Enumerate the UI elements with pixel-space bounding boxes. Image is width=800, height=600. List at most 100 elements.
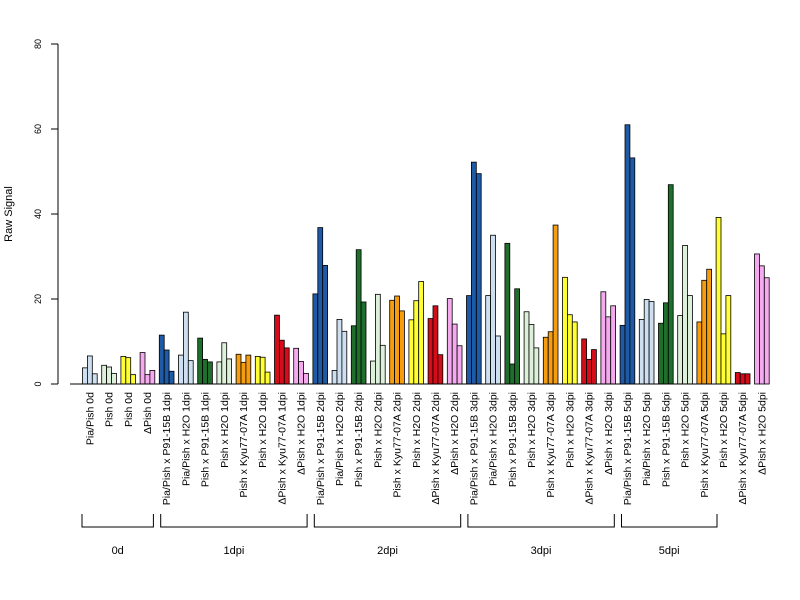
group-label: 2dpi: [377, 545, 398, 557]
bar: [658, 322, 664, 385]
bar: [101, 364, 107, 385]
bar: [744, 373, 751, 385]
bar: [648, 301, 655, 385]
x-tick-label: Pish x P91-15B 3dpi: [507, 392, 519, 487]
bar: [111, 372, 117, 385]
x-tick-label: ΔPish 0d: [142, 392, 154, 434]
bar: [701, 279, 708, 385]
bar: [542, 336, 549, 385]
bar: [696, 321, 703, 385]
x-tick-label: Pish x H2O 5dpi: [718, 392, 730, 468]
bar: [144, 374, 151, 385]
x-tick-label: ΔPish x H2O 2dpi: [449, 392, 461, 475]
group-label: 5dpi: [659, 545, 680, 557]
bar: [298, 361, 304, 385]
bar: [720, 333, 727, 385]
bar: [547, 331, 554, 385]
bar: [456, 345, 463, 385]
x-tick-label: Pia/Pish x P91-15B 3dpi: [468, 392, 480, 505]
x-tick-label: Pish 0d: [104, 392, 116, 427]
bar: [408, 319, 415, 385]
y-tick-label: 0: [33, 381, 43, 386]
y-axis-label: Raw Signal: [3, 186, 15, 242]
bar: [322, 265, 329, 385]
bar: [139, 352, 146, 385]
bar: [394, 295, 400, 385]
bar: [207, 361, 213, 385]
bar: [370, 360, 376, 385]
bar: [427, 318, 434, 385]
group-bracket: [467, 514, 615, 528]
y-tick-label: 40: [33, 209, 43, 219]
bar: [82, 367, 88, 385]
bar: [509, 363, 516, 385]
bar: [533, 347, 540, 385]
bar: [240, 361, 247, 385]
bar: [504, 242, 511, 385]
bar: [283, 347, 290, 385]
x-tick-label: ΔPish x Kyu77-07A 5dpi: [737, 392, 749, 505]
bar: [600, 291, 607, 385]
y-tick-label: 20: [33, 294, 43, 304]
bar: [87, 355, 93, 385]
bar: [163, 349, 170, 385]
bar: [514, 288, 521, 385]
bar: [106, 366, 112, 385]
bar: [278, 339, 285, 385]
bar: [336, 318, 343, 385]
bar: [187, 360, 194, 385]
bar: [528, 324, 535, 385]
bar: [495, 335, 501, 385]
x-tick-label: Pish x Kyu77-07A 2dpi: [392, 392, 404, 498]
bar: [350, 325, 357, 385]
x-tick-label: Pish 0d: [123, 392, 135, 427]
x-tick-label: Pish x H2O 2dpi: [411, 392, 423, 468]
bar: [610, 305, 617, 385]
bar: [331, 369, 338, 385]
bar: [485, 295, 492, 385]
bar: [638, 318, 645, 385]
bar: [178, 354, 184, 385]
y-tick-label: 60: [33, 124, 43, 134]
bar: [413, 300, 420, 385]
x-tick-label: Pish x Kyu77-07A 3dpi: [545, 392, 557, 498]
bar: [763, 277, 770, 385]
bar: [734, 372, 741, 385]
bar: [677, 315, 684, 385]
bar: [245, 354, 252, 385]
bar: [567, 314, 573, 385]
x-tick-label: ΔPish x H2O 1dpi: [296, 392, 308, 475]
bar: [451, 323, 458, 385]
bar: [168, 370, 175, 385]
x-tick-label: Pia/Pish x H2O 2dpi: [334, 392, 346, 486]
bar: [466, 295, 472, 385]
x-tick-label: Pish x H2O 1dpi: [257, 392, 269, 468]
bar: [552, 224, 559, 385]
x-tick-label: ΔPish x Kyu77-07A 1dpi: [276, 392, 288, 505]
bar: [643, 299, 650, 385]
bar: [125, 357, 132, 385]
bar: [312, 293, 319, 385]
bar: [687, 295, 693, 385]
bar: [619, 324, 626, 385]
group-brackets: 0d 1dpi 2dpi 3dpi 5dpi: [81, 514, 718, 557]
bar: [293, 347, 300, 385]
bar: [432, 305, 439, 385]
x-tick-label: Pia/Pish x P91-15B 5dpi: [622, 392, 634, 505]
bar: [475, 173, 482, 385]
bar: [130, 374, 136, 385]
x-tick-label: Pish x P91-15B 1dpi: [200, 392, 212, 487]
bar: [259, 356, 266, 385]
bar: [725, 295, 732, 385]
bar: [446, 298, 453, 385]
x-tick-label: Pia/Pish x H2O 3dpi: [488, 392, 500, 486]
bar: [437, 354, 444, 385]
bar: [389, 299, 396, 385]
bar: [470, 161, 477, 385]
x-tick-label: ΔPish x Kyu77-07A 3dpi: [584, 392, 596, 505]
group-bracket: [621, 514, 718, 528]
bar: [341, 330, 348, 385]
bar: [490, 234, 496, 385]
bar: [682, 245, 688, 385]
bar: [399, 310, 405, 385]
